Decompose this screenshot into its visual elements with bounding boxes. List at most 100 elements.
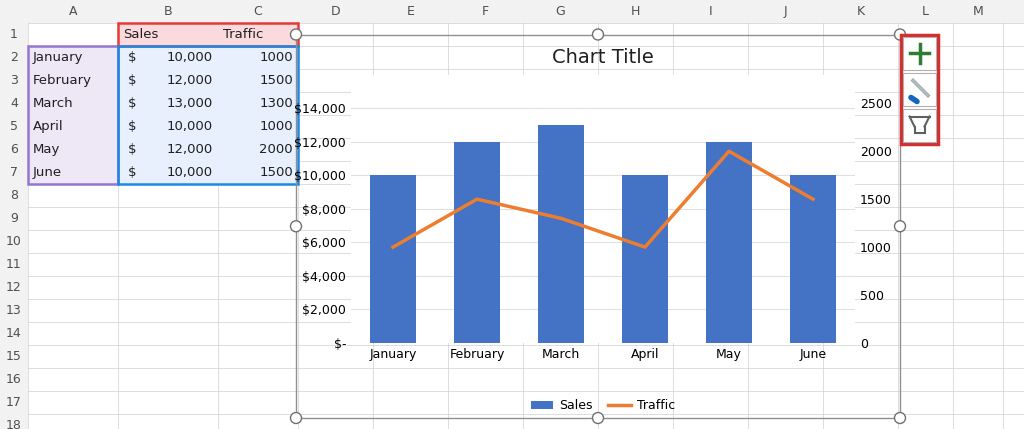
Circle shape xyxy=(291,221,301,232)
Text: 15: 15 xyxy=(6,350,22,363)
Bar xyxy=(538,125,584,343)
Bar xyxy=(0,322,28,345)
Text: 2: 2 xyxy=(10,51,18,64)
Text: 1000: 1000 xyxy=(259,120,293,133)
Text: L: L xyxy=(922,5,929,18)
Text: 17: 17 xyxy=(6,396,22,409)
Bar xyxy=(0,414,28,429)
Text: 1: 1 xyxy=(10,28,18,41)
Bar xyxy=(28,46,118,69)
Circle shape xyxy=(593,413,603,423)
Bar xyxy=(28,69,118,92)
Text: B: B xyxy=(164,5,172,18)
Text: 3: 3 xyxy=(10,74,18,87)
Circle shape xyxy=(895,29,905,40)
Text: 13: 13 xyxy=(6,304,22,317)
Text: $: $ xyxy=(128,51,136,64)
Text: 10,000: 10,000 xyxy=(167,166,213,179)
Text: 1500: 1500 xyxy=(259,74,293,87)
Text: 12,000: 12,000 xyxy=(167,74,213,87)
Bar xyxy=(28,46,118,184)
Text: 11: 11 xyxy=(6,258,22,271)
Bar xyxy=(0,345,28,368)
Text: 8: 8 xyxy=(10,189,18,202)
Circle shape xyxy=(895,221,905,232)
Title: Chart Title: Chart Title xyxy=(552,48,654,67)
Text: 10,000: 10,000 xyxy=(167,120,213,133)
Bar xyxy=(0,23,28,46)
Text: 12,000: 12,000 xyxy=(167,143,213,156)
Bar xyxy=(28,161,118,184)
Text: 13,000: 13,000 xyxy=(167,97,213,110)
Text: February: February xyxy=(33,74,92,87)
Bar xyxy=(0,299,28,322)
Text: March: March xyxy=(33,97,74,110)
Text: 16: 16 xyxy=(6,373,22,386)
Text: J: J xyxy=(783,5,787,18)
Bar xyxy=(901,34,938,143)
Bar xyxy=(0,92,28,115)
Text: 2000: 2000 xyxy=(259,143,293,156)
Bar xyxy=(903,36,936,69)
Bar xyxy=(0,230,28,253)
Text: I: I xyxy=(709,5,713,18)
Bar xyxy=(370,175,416,343)
Text: K: K xyxy=(856,5,864,18)
Text: 12: 12 xyxy=(6,281,22,294)
Bar xyxy=(118,161,298,184)
Text: E: E xyxy=(407,5,415,18)
Text: May: May xyxy=(33,143,60,156)
Text: M: M xyxy=(973,5,983,18)
Bar xyxy=(903,109,936,142)
Circle shape xyxy=(895,413,905,423)
Bar xyxy=(903,73,936,106)
Text: C: C xyxy=(254,5,262,18)
Text: January: January xyxy=(33,51,84,64)
Bar xyxy=(0,161,28,184)
Bar xyxy=(28,138,118,161)
Bar xyxy=(118,23,298,46)
Text: D: D xyxy=(331,5,340,18)
Text: 10,000: 10,000 xyxy=(167,51,213,64)
Bar xyxy=(0,138,28,161)
Text: $: $ xyxy=(128,97,136,110)
Bar xyxy=(622,175,668,343)
Bar xyxy=(706,142,752,343)
Circle shape xyxy=(291,29,301,40)
Bar xyxy=(28,92,118,115)
Bar xyxy=(118,69,298,92)
Bar xyxy=(118,46,298,184)
Legend: Sales, Traffic: Sales, Traffic xyxy=(526,394,680,417)
Text: $: $ xyxy=(128,120,136,133)
Bar xyxy=(0,69,28,92)
Text: April: April xyxy=(33,120,63,133)
Bar xyxy=(454,142,500,343)
Text: 7: 7 xyxy=(10,166,18,179)
Bar xyxy=(0,115,28,138)
Text: 5: 5 xyxy=(10,120,18,133)
Text: June: June xyxy=(33,166,62,179)
Text: Sales: Sales xyxy=(123,28,159,41)
Text: F: F xyxy=(482,5,489,18)
Circle shape xyxy=(593,29,603,40)
Text: A: A xyxy=(69,5,77,18)
Circle shape xyxy=(291,413,301,423)
Bar xyxy=(118,46,298,69)
Text: $: $ xyxy=(128,166,136,179)
Text: 14: 14 xyxy=(6,327,22,340)
Text: $: $ xyxy=(128,143,136,156)
Bar xyxy=(118,23,298,46)
Bar xyxy=(0,276,28,299)
Text: 6: 6 xyxy=(10,143,18,156)
Text: 1300: 1300 xyxy=(259,97,293,110)
Bar xyxy=(0,368,28,391)
Bar xyxy=(0,0,1024,23)
Text: 4: 4 xyxy=(10,97,18,110)
Bar xyxy=(118,92,298,115)
Text: G: G xyxy=(556,5,565,18)
Bar xyxy=(0,207,28,230)
Bar xyxy=(0,184,28,207)
Text: 9: 9 xyxy=(10,212,18,225)
Bar xyxy=(790,175,837,343)
Text: Traffic: Traffic xyxy=(223,28,263,41)
